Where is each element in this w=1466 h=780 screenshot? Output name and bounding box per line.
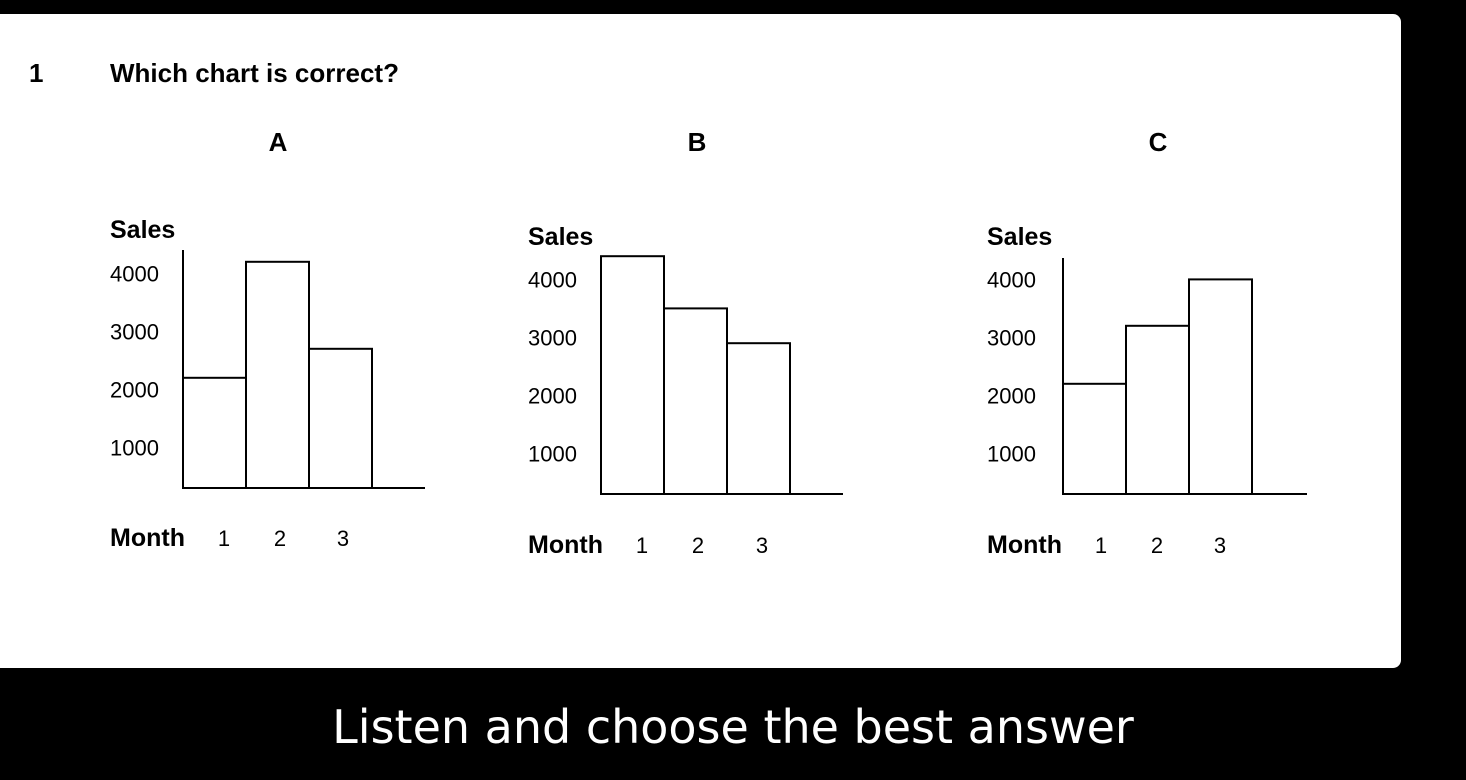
- bar: [726, 342, 791, 496]
- y-tick-label: 2000: [987, 383, 1036, 408]
- bar: [1125, 324, 1190, 495]
- x-axis-label: Month: [528, 531, 603, 559]
- bar: [308, 347, 373, 489]
- x-tick-label: 3: [1214, 533, 1226, 558]
- y-tick-label: 4000: [528, 267, 577, 292]
- y-tick-label: 1000: [110, 435, 159, 460]
- x-axis-label: Month: [110, 524, 185, 552]
- bar: [600, 255, 665, 495]
- chart-title: C: [1149, 127, 1168, 157]
- x-tick-label: 3: [756, 533, 768, 558]
- y-axis-label: Sales: [528, 223, 593, 251]
- x-tick-label: 3: [337, 526, 349, 551]
- y-tick-label: 3000: [987, 325, 1036, 350]
- bar: [1062, 382, 1127, 495]
- chart-title: B: [688, 127, 707, 157]
- question-card: 1 Which chart is correct? A Sales 1000 2000…: [0, 14, 1401, 668]
- x-axis-label: Month: [987, 531, 1062, 559]
- x-tick-label: 2: [692, 533, 704, 558]
- bar: [182, 376, 247, 489]
- question-number: 1: [29, 58, 44, 88]
- bar: [663, 307, 728, 495]
- y-axis-label: Sales: [987, 223, 1052, 251]
- bar: [1188, 278, 1253, 495]
- y-tick-label: 3000: [110, 319, 159, 344]
- y-axis-label: Sales: [110, 216, 175, 244]
- instruction-caption: Listen and choose the best answer: [332, 700, 1134, 754]
- y-tick-label: 2000: [110, 377, 159, 402]
- y-tick-label: 4000: [110, 261, 159, 286]
- x-tick-label: 1: [218, 526, 230, 551]
- y-tick-label: 3000: [528, 325, 577, 350]
- x-tick-label: 2: [1151, 533, 1163, 558]
- question-text: Which chart is correct?: [110, 58, 399, 88]
- x-tick-label: 1: [636, 533, 648, 558]
- y-tick-label: 4000: [987, 267, 1036, 292]
- y-tick-label: 1000: [528, 441, 577, 466]
- x-tick-label: 2: [274, 526, 286, 551]
- bar: [245, 260, 310, 489]
- x-tick-label: 1: [1095, 533, 1107, 558]
- chart-title: A: [269, 127, 288, 157]
- y-tick-label: 2000: [528, 383, 577, 408]
- answer-charts: A Sales 1000 2000 3000 4000 Month 1 2 3 B Sales 1000…: [110, 127, 1307, 559]
- y-tick-label: 1000: [987, 441, 1036, 466]
